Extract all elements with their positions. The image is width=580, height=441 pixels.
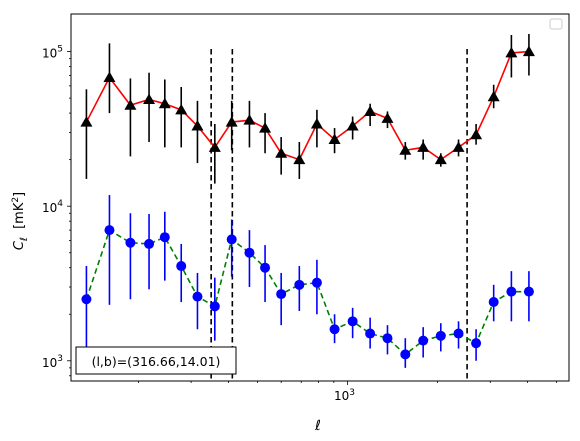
- y-tick-label-exponent: 5: [57, 45, 63, 55]
- circle-marker: [125, 237, 136, 248]
- y-axis-label-unit-sup: 2: [11, 197, 21, 203]
- circle-marker: [209, 301, 220, 312]
- circle-marker: [276, 289, 287, 300]
- triangle-marker: [505, 46, 518, 58]
- triangle-marker: [275, 147, 288, 158]
- triangle-marker: [381, 112, 394, 123]
- circle-marker: [144, 238, 155, 249]
- circle-marker: [244, 247, 255, 258]
- circle-marker: [382, 333, 393, 344]
- y-axis-label-sub: ℓ: [19, 237, 30, 241]
- circle-marker: [81, 294, 92, 305]
- circle-marker: [104, 225, 115, 236]
- y-axis-label-main: C: [12, 240, 27, 250]
- y-tick-label-base: 10: [42, 47, 57, 61]
- series-circle: [81, 195, 534, 368]
- circle-marker: [329, 324, 340, 335]
- x-tick-label-base: 10: [334, 389, 349, 403]
- circle-marker: [311, 277, 322, 288]
- legend-box: [549, 18, 563, 30]
- circle-marker: [347, 316, 358, 327]
- triangle-marker: [158, 97, 171, 109]
- x-axis-label: ℓ: [314, 418, 321, 434]
- y-axis-label-unit-close: ]: [12, 192, 27, 197]
- y-tick-label: 103: [42, 354, 63, 370]
- circle-marker: [488, 297, 499, 308]
- y-tick-label: 104: [42, 199, 63, 215]
- triangle-marker: [191, 120, 204, 131]
- circle-marker: [453, 328, 464, 339]
- circle-marker: [506, 286, 517, 297]
- circle-marker: [294, 279, 305, 290]
- circle-marker: [435, 330, 446, 341]
- triangle-marker: [328, 133, 341, 144]
- triangle-marker: [103, 71, 116, 82]
- y-tick-label-exponent: 3: [57, 354, 63, 364]
- y-axis-label-unit: [mK: [12, 202, 27, 229]
- circle-marker: [365, 328, 376, 339]
- circle-marker: [260, 262, 271, 273]
- triangle-marker: [208, 141, 221, 152]
- triangle-marker: [417, 141, 430, 152]
- y-axis-label: Cℓ [mK2]: [11, 192, 30, 250]
- circle-marker: [418, 335, 429, 346]
- triangle-marker: [175, 103, 188, 115]
- triangle-marker: [310, 118, 323, 129]
- y-tick-label-base: 10: [42, 356, 57, 370]
- triangle-marker: [364, 105, 377, 116]
- series-line: [85, 50, 529, 161]
- triangle-marker: [80, 116, 93, 127]
- circle-marker: [226, 234, 237, 245]
- triangle-marker: [225, 116, 238, 127]
- circle-marker: [400, 349, 411, 360]
- triangle-marker: [293, 153, 306, 165]
- triangle-marker: [243, 114, 256, 125]
- triangle-marker: [399, 144, 412, 155]
- series-line: [85, 228, 529, 356]
- legend: [549, 18, 563, 30]
- circle-marker: [523, 286, 534, 297]
- y-tick-label-base: 10: [42, 201, 57, 215]
- circle-marker: [176, 261, 187, 272]
- triangle-marker: [259, 122, 272, 133]
- triangle-marker: [487, 90, 500, 102]
- x-tick-label-exponent: 3: [349, 388, 355, 398]
- circle-marker: [471, 338, 482, 349]
- annotation-box: (l,b)=(316.66,14.01): [75, 346, 237, 375]
- triangle-marker: [346, 120, 359, 131]
- x-tick-label: 103: [334, 388, 355, 403]
- circle-marker: [159, 232, 170, 243]
- series-triangle: [80, 33, 535, 184]
- series-layer: [80, 33, 535, 368]
- triangle-marker: [143, 93, 156, 104]
- y-tick-label-exponent: 4: [57, 199, 63, 209]
- annotation-frame: [75, 346, 237, 375]
- plot-frame: [70, 13, 570, 382]
- triangle-marker: [124, 99, 137, 110]
- triangle-marker: [452, 141, 465, 152]
- triangle-marker: [470, 128, 483, 140]
- triangle-marker: [434, 153, 447, 165]
- circle-marker: [192, 291, 203, 302]
- annotation-text: (l,b)=(316.66,14.01): [92, 354, 221, 369]
- triangle-marker: [522, 45, 535, 57]
- y-tick-label: 105: [42, 45, 63, 61]
